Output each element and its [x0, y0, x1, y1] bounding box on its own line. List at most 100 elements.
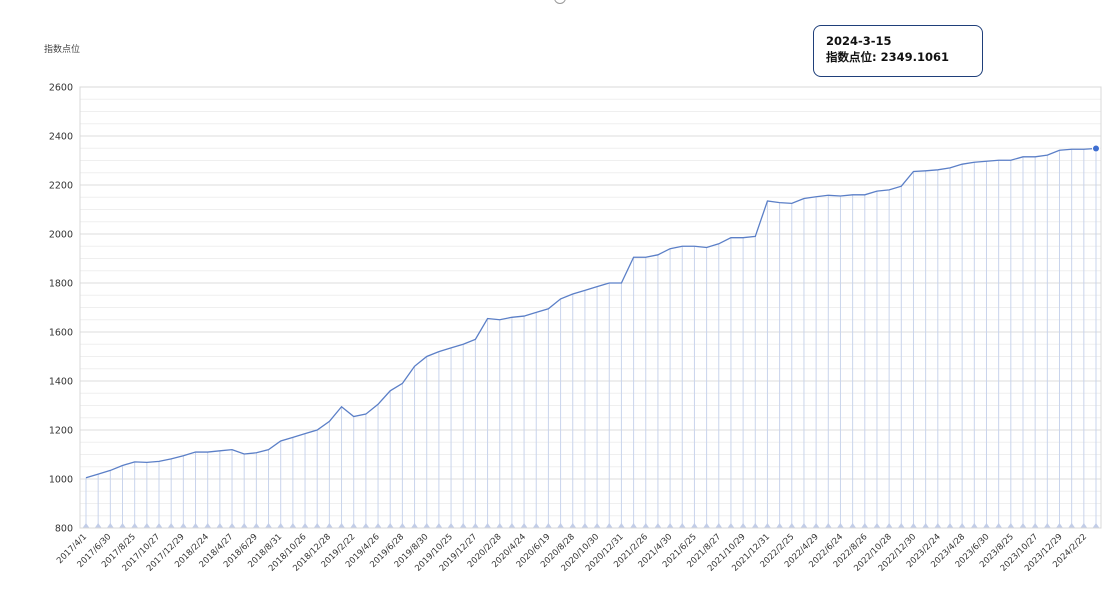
base-marker	[313, 523, 321, 528]
series-line-index	[85, 147, 1097, 479]
base-marker	[252, 523, 260, 528]
tooltip: 2024-3-15 指数点位: 2349.1061	[813, 25, 983, 77]
base-marker	[836, 523, 844, 528]
y-tick-label: 800	[55, 524, 73, 535]
y-tick-label: 1400	[49, 377, 73, 388]
base-marker	[581, 523, 589, 528]
base-marker	[532, 523, 540, 528]
base-marker	[703, 523, 711, 528]
base-marker	[909, 523, 917, 528]
base-marker	[1068, 523, 1076, 528]
base-marker	[569, 523, 577, 528]
base-marker	[800, 523, 808, 528]
y-tick-label: 1000	[49, 475, 73, 486]
base-marker	[459, 523, 467, 528]
base-marker	[143, 523, 151, 528]
base-marker	[897, 523, 905, 528]
base-marker	[350, 523, 358, 528]
base-marker	[922, 523, 930, 528]
base-marker	[1019, 523, 1027, 528]
base-marker	[885, 523, 893, 528]
base-marker	[1055, 523, 1063, 528]
y-tick-label: 1800	[49, 279, 73, 290]
base-marker	[1031, 523, 1039, 528]
highlight-marker[interactable]	[1092, 144, 1100, 153]
base-marker	[690, 523, 698, 528]
base-marker	[751, 523, 759, 528]
base-marker	[228, 523, 236, 528]
base-marker	[155, 523, 163, 528]
base-marker	[642, 523, 650, 528]
base-marker	[94, 523, 102, 528]
base-marker	[593, 523, 601, 528]
base-marker	[946, 523, 954, 528]
base-marker	[471, 523, 479, 528]
base-marker	[982, 523, 990, 528]
base-marker	[873, 523, 881, 528]
base-marker	[423, 523, 431, 528]
base-marker	[411, 523, 419, 528]
base-marker	[289, 523, 297, 528]
y-tick-label: 2600	[49, 83, 73, 94]
base-marker	[484, 523, 492, 528]
base-marker	[812, 523, 820, 528]
base-marker	[301, 523, 309, 528]
base-marker	[179, 523, 187, 528]
base-marker	[277, 523, 285, 528]
y-tick-label: 1200	[49, 426, 73, 437]
base-marker	[739, 523, 747, 528]
base-marker	[508, 523, 516, 528]
base-marker	[265, 523, 273, 528]
tooltip-value: 指数点位: 2349.1061	[826, 50, 949, 64]
base-marker	[605, 523, 613, 528]
base-marker	[678, 523, 686, 528]
base-marker	[1007, 523, 1015, 528]
base-marker	[824, 523, 832, 528]
y-tick-label: 2000	[49, 230, 73, 241]
y-tick-label: 1600	[49, 328, 73, 339]
base-marker	[167, 523, 175, 528]
y-tick-label: 2200	[49, 181, 73, 192]
base-marker	[630, 523, 638, 528]
base-markers	[82, 523, 1100, 528]
base-marker	[398, 523, 406, 528]
base-marker	[849, 523, 857, 528]
base-marker	[861, 523, 869, 528]
base-marker	[119, 523, 127, 528]
base-marker	[192, 523, 200, 528]
y-axis-ticks: 800 1000 1200 1400 1600 1800 2000 2200 2400 2600	[49, 83, 73, 535]
base-marker	[435, 523, 443, 528]
base-marker	[496, 523, 504, 528]
base-marker	[1092, 523, 1100, 528]
base-marker	[82, 523, 90, 528]
base-marker	[338, 523, 346, 528]
base-marker	[204, 523, 212, 528]
base-marker	[958, 523, 966, 528]
y-axis-label: 指数点位	[44, 43, 80, 55]
base-marker	[654, 523, 662, 528]
base-marker	[763, 523, 771, 528]
base-marker	[544, 523, 552, 528]
base-marker	[520, 523, 528, 528]
x-axis-ticks: 2017/4/12017/6/302017/8/252017/10/272017…	[55, 532, 1089, 574]
base-marker	[325, 523, 333, 528]
base-marker	[557, 523, 565, 528]
base-marker	[131, 523, 139, 528]
base-marker	[617, 523, 625, 528]
plot-frame	[79, 86, 1102, 529]
base-marker	[386, 523, 394, 528]
highlight-point[interactable]	[1092, 144, 1100, 153]
base-marker	[934, 523, 942, 528]
base-marker	[666, 523, 674, 528]
minor-gridlines	[80, 98, 1101, 517]
y-tick-label: 2400	[49, 132, 73, 143]
base-marker	[362, 523, 370, 528]
tooltip-date: 2024-3-15	[826, 34, 892, 48]
base-marker	[970, 523, 978, 528]
base-marker	[788, 523, 796, 528]
base-marker	[1043, 523, 1051, 528]
base-marker	[216, 523, 224, 528]
base-marker	[727, 523, 735, 528]
drop-lines	[85, 148, 1097, 528]
base-marker	[1080, 523, 1088, 528]
